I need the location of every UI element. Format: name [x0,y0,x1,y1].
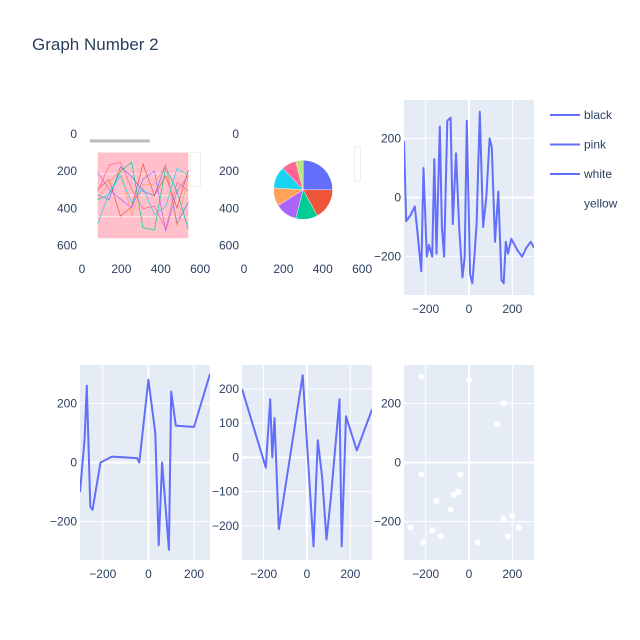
scatter-point [466,376,472,383]
x-tick-label: −200 [412,567,439,581]
x-tick-label: 200 [273,262,293,276]
y-tick-label: 200 [219,164,239,178]
y-tick-label: −200 [50,515,77,529]
legend-label: black [584,108,613,122]
chart-title: Graph Number 2 [32,35,159,54]
subplot-4-line: −200 0 200 −200 0 200 [50,365,210,581]
y-tick-label: 0 [232,127,239,141]
legend-item-white[interactable]: white [550,167,612,181]
embedded-legend [190,152,201,187]
legend-label: white [583,167,612,181]
scatter-point [420,539,427,546]
embedded-series-line [97,163,189,227]
x-tick-label: 200 [184,567,204,581]
embedded-series-line [97,167,189,224]
scatter-point [437,533,444,540]
y-tick-label: 200 [57,164,77,178]
scatter-point [429,527,436,534]
legend[interactable]: black pink white yellow [550,108,618,211]
y-tick-label: 200 [219,382,239,396]
series-line [80,373,210,551]
y-tick-label: 100 [219,416,239,430]
legend-item-yellow[interactable]: yellow [584,197,618,211]
x-tick-label: 200 [502,302,522,316]
scatter-point [505,533,511,540]
y-tick-label: 200 [381,396,401,410]
x-tick-label: 600 [190,262,210,276]
x-tick-label: 400 [151,262,171,276]
y-tick-label: 0 [394,456,401,470]
subplot-3-line: −200 0 200 −200 0 200 [374,100,534,316]
x-tick-label: 400 [313,262,333,276]
y-tick-label: 400 [57,201,77,215]
y-tick-label: 600 [219,239,239,253]
series-line [242,374,372,548]
y-tick-label: −200 [212,519,239,533]
y-tick-label: 400 [219,201,239,215]
x-tick-label: 0 [79,262,86,276]
scatter-point [494,421,501,428]
scatter-point [500,400,507,407]
x-tick-label: 0 [466,302,473,316]
x-tick-label: 0 [304,567,311,581]
legend-item-pink[interactable]: pink [550,138,607,152]
scatter-point [455,489,462,495]
legend-label: yellow [584,197,618,211]
subplot-6-scatter: −200 0 200 −200 0 200 [374,365,534,581]
y-tick-label: 0 [394,191,401,205]
y-tick-label: −100 [212,485,239,499]
subplot-5-line: −200 0 200 −200 −100 0 100 200 [212,365,372,581]
scatter-point [450,492,457,498]
y-tick-label: 0 [232,450,239,464]
embedded-pie-slice [295,159,304,190]
scatter-point [447,506,454,513]
embedded-series-line [97,161,189,230]
x-tick-label: −200 [250,567,277,581]
x-tick-label: 0 [145,567,152,581]
x-tick-label: 0 [466,567,473,581]
x-tick-label: 200 [502,567,522,581]
embedded-legend [354,146,361,182]
scatter-point [457,471,464,478]
scatter-point [515,524,522,531]
y-tick-label: 0 [70,127,77,141]
x-tick-label: 200 [340,567,360,581]
y-tick-label: 200 [381,131,401,145]
y-tick-label: 600 [57,239,77,253]
y-tick-label: 200 [57,396,77,410]
embedded-series-line [97,161,189,231]
x-tick-label: 200 [111,262,131,276]
scatter-point [418,373,425,380]
embedded-pie-slice [302,159,333,191]
y-tick-label: 0 [70,456,77,470]
series-line [404,110,534,285]
x-tick-label: −200 [412,302,439,316]
x-tick-label: −200 [89,567,116,581]
scatter-point [418,471,425,478]
x-tick-label: 0 [241,262,248,276]
scatter-point [433,497,440,504]
legend-label: pink [584,138,607,152]
embedded-title [89,139,150,143]
scatter-point [500,515,507,522]
scatter-point [474,539,481,546]
y-tick-label: −200 [374,515,401,529]
scatter-point [509,512,516,519]
y-tick-label: −200 [374,250,401,264]
legend-item-black[interactable]: black [550,108,613,122]
scatter-point [407,524,414,531]
x-tick-label: 600 [352,262,372,276]
